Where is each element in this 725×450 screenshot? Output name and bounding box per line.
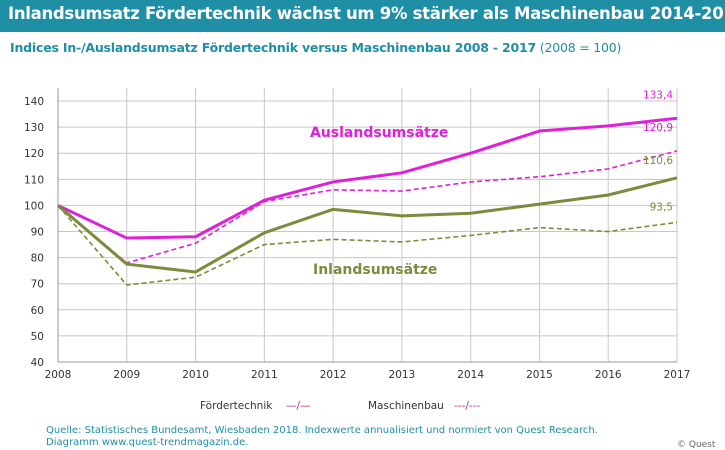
x-tick-2011: 2011 <box>251 369 278 381</box>
series-line-3 <box>57 204 678 286</box>
end-label-2: 110,6 <box>643 155 673 167</box>
legend: Fördertechnik —/— Maschinenbau ---/--- <box>200 400 480 412</box>
y-tick-60: 60 <box>31 305 44 317</box>
legend-label-0: Fördertechnik <box>200 400 273 412</box>
chart-subtitle: Indices In-/Auslandsumsatz Fördertechnik… <box>10 40 621 55</box>
y-tick-90: 90 <box>31 227 44 239</box>
axes: 40 50 60 70 80 90 100 110 120 130 140 2008 2009 2010 2… <box>24 88 690 381</box>
series-lines <box>57 116 678 286</box>
data-labels: 133,4 120,9 110,6 93,5 Auslandsumsätze Inland… <box>310 89 673 278</box>
x-tick-2017: 2017 <box>664 369 691 381</box>
line-chart: 40 50 60 70 80 90 100 110 120 130 140 2008 2009 2010 2… <box>24 88 690 412</box>
legend-label-1: Maschinenbau <box>368 400 444 412</box>
end-label-1: 120,9 <box>643 122 673 134</box>
copyright: © Quest <box>677 440 716 450</box>
annotation-0: Auslandsumsätze <box>310 125 448 141</box>
y-tick-80: 80 <box>31 253 44 265</box>
legend-symbol-0: —/— <box>286 400 311 412</box>
x-tick-2012: 2012 <box>320 369 347 381</box>
series-line-0 <box>57 116 678 240</box>
y-tick-120: 120 <box>24 148 44 160</box>
chart-title: Inlandsumsatz Fördertechnik wächst um 9%… <box>8 4 725 23</box>
x-tick-2010: 2010 <box>182 369 209 381</box>
y-tick-40: 40 <box>31 357 44 369</box>
title-banner: Inlandsumsatz Fördertechnik wächst um 9%… <box>0 0 725 32</box>
y-tick-140: 140 <box>24 96 44 108</box>
diagram-line: Diagramm www.quest-trendmagazin.de. <box>46 437 249 448</box>
end-label-0: 133,4 <box>643 89 673 101</box>
y-tick-100: 100 <box>24 200 44 212</box>
x-tick-2009: 2009 <box>113 369 140 381</box>
x-tick-2016: 2016 <box>595 369 622 381</box>
source-line: Quelle: Statistisches Bundesamt, Wiesbad… <box>46 425 598 436</box>
subtitle-main: Indices In-/Auslandsumsatz Fördertechnik… <box>10 40 536 55</box>
annotation-1: Inlandsumsätze <box>313 262 437 278</box>
x-tick-2014: 2014 <box>457 369 484 381</box>
y-tick-70: 70 <box>31 279 44 291</box>
series-line-2 <box>57 176 678 274</box>
x-tick-2013: 2013 <box>389 369 416 381</box>
grid <box>57 88 678 363</box>
x-tick-2015: 2015 <box>526 369 553 381</box>
y-tick-110: 110 <box>24 174 44 186</box>
y-tick-130: 130 <box>24 122 44 134</box>
x-tick-2008: 2008 <box>45 369 72 381</box>
subtitle-base: (2008 = 100) <box>539 40 622 55</box>
end-label-3: 93,5 <box>650 201 673 213</box>
legend-symbol-1: ---/--- <box>454 400 480 412</box>
series-line-1 <box>57 150 678 264</box>
source-note: Quelle: Statistisches Bundesamt, Wiesbad… <box>46 425 598 449</box>
y-tick-50: 50 <box>31 331 44 343</box>
